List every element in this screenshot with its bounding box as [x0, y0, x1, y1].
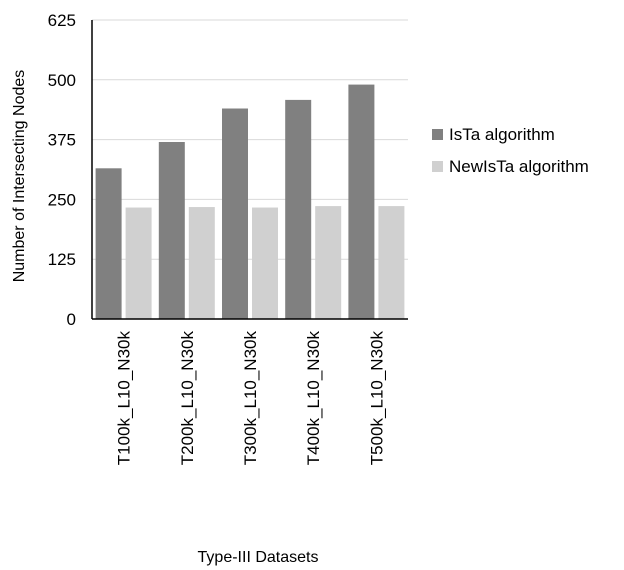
- bar-newista-3: [252, 207, 278, 319]
- x-tick-label: T100k_L10_N30k: [115, 331, 134, 466]
- x-tick-label: T500k_L10_N30k: [367, 331, 386, 466]
- bars: [95, 84, 405, 320]
- bar-ista-2: [158, 141, 185, 319]
- y-tick-label: 0: [67, 310, 76, 329]
- legend-label: IsTa algorithm: [449, 125, 555, 144]
- bar-newista-1: [125, 207, 152, 319]
- bar-ista-4: [285, 99, 312, 320]
- bar-newista-5: [378, 206, 405, 319]
- y-tick-labels: 0 125 250 375 500 625: [48, 11, 76, 329]
- bar-ista-3: [222, 108, 248, 319]
- bar-ista-1: [95, 168, 122, 319]
- x-tick-labels: T100k_L10_N30k T200k_L10_N30k T300k_L10_N3…: [115, 331, 387, 466]
- legend: IsTa algorithm NewIsTa algorithm: [432, 125, 589, 176]
- axes: [91, 20, 408, 320]
- legend-label: NewIsTa algorithm: [449, 157, 589, 176]
- y-tick-label: 500: [48, 71, 76, 90]
- x-axis-title: Type-III Datasets: [198, 549, 319, 566]
- y-axis-title: Number of Intersecting Nodes: [11, 70, 28, 283]
- legend-swatch: [432, 129, 443, 140]
- y-tick-label: 250: [48, 190, 76, 209]
- bar-ista-5: [348, 84, 375, 319]
- legend-swatch: [432, 161, 443, 172]
- bar-newista-4: [315, 206, 342, 319]
- y-tick-label: 625: [48, 11, 76, 30]
- x-tick-label: T300k_L10_N30k: [241, 331, 260, 466]
- x-tick-label: T200k_L10_N30k: [178, 331, 197, 466]
- x-tick-label: T400k_L10_N30k: [304, 331, 323, 466]
- y-tick-label: 375: [48, 131, 76, 150]
- y-tick-label: 125: [48, 250, 76, 269]
- bar-newista-2: [188, 207, 215, 319]
